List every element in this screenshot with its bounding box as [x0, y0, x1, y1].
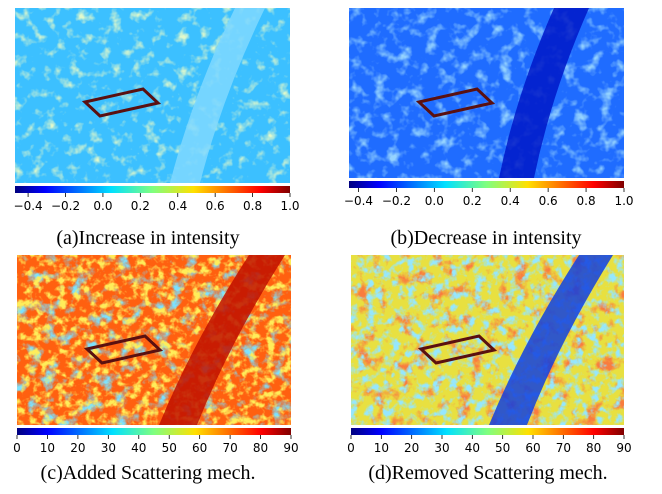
colorbar — [351, 428, 624, 435]
road — [489, 255, 613, 425]
road — [159, 255, 285, 425]
road — [170, 8, 265, 183]
tick-label: 0.0 — [93, 199, 112, 213]
tick-label: −0.2 — [382, 194, 411, 208]
tick-label: −0.4 — [14, 199, 43, 213]
tick-label: 30 — [101, 441, 116, 455]
heatmap-texture — [349, 8, 624, 178]
caption: (b)Decrease in intensity — [390, 227, 581, 249]
tick-label: 10 — [374, 441, 389, 455]
tick-label: 50 — [495, 441, 510, 455]
tick-label: 1.0 — [614, 194, 633, 208]
tick-label: 0.2 — [131, 199, 150, 213]
caption: (a)Increase in intensity — [56, 227, 239, 249]
tick-label: 80 — [586, 441, 601, 455]
colorbar — [349, 181, 624, 188]
tick-label: 60 — [192, 441, 207, 455]
tick-label: 0.0 — [425, 194, 444, 208]
tick-label: 40 — [131, 441, 146, 455]
tick-label: −0.2 — [51, 199, 80, 213]
tick-label: 90 — [616, 441, 631, 455]
tick-label: 60 — [525, 441, 540, 455]
tick-label: 70 — [222, 441, 237, 455]
tick-label: 0 — [347, 441, 355, 455]
tick-label: 0 — [13, 441, 21, 455]
region-outline — [83, 334, 164, 365]
tick-label: 0.8 — [577, 194, 596, 208]
tick-label: 70 — [556, 441, 571, 455]
colorbar — [15, 186, 290, 193]
caption: (c)Added Scattering mech. — [41, 462, 256, 484]
region-outline — [415, 87, 496, 118]
road — [499, 8, 589, 178]
tick-label: 0.4 — [168, 199, 187, 213]
colorbar — [17, 428, 291, 435]
tick-label: 10 — [40, 441, 55, 455]
tick-label: 30 — [434, 441, 449, 455]
tick-label: 90 — [283, 441, 298, 455]
tick-label: 0.6 — [206, 199, 225, 213]
tick-label: 40 — [465, 441, 480, 455]
tick-label: 1.0 — [280, 199, 299, 213]
caption: (d)Removed Scattering mech. — [368, 462, 607, 484]
tick-label: 0.8 — [243, 199, 262, 213]
tick-label: −0.4 — [344, 194, 373, 208]
tick-label: 80 — [253, 441, 268, 455]
region-outline — [417, 334, 498, 365]
tick-label: 20 — [70, 441, 85, 455]
region-outline — [81, 87, 162, 118]
tick-label: 50 — [162, 441, 177, 455]
tick-label: 0.4 — [501, 194, 520, 208]
tick-label: 20 — [404, 441, 419, 455]
tick-label: 0.6 — [539, 194, 558, 208]
tick-label: 0.2 — [463, 194, 482, 208]
